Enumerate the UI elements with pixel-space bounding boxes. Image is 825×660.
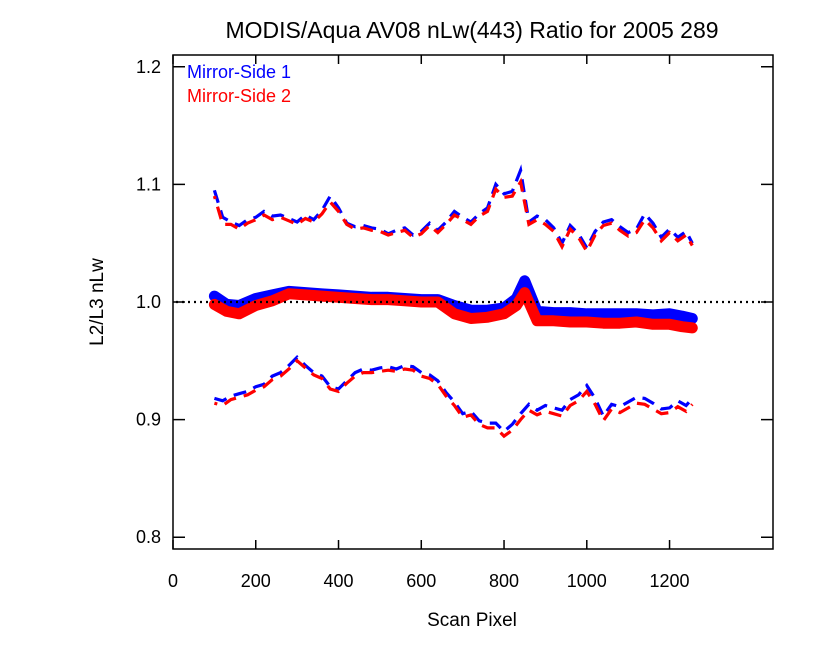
chart-title: MODIS/Aqua AV08 nLw(443) Ratio for 2005 … <box>225 17 718 43</box>
series-mirror-side-2 <box>208 177 698 439</box>
y-axis-label: L2/L3 nLw <box>87 258 108 346</box>
x-tick-label-1200: 1200 <box>650 571 690 591</box>
y-tick-label-1-2: 1.2 <box>136 57 161 77</box>
series-mirror-side-1-lower-line <box>213 355 694 434</box>
x-tick-label-200: 200 <box>241 571 271 591</box>
y-axis-tick-labels: 0.8 0.9 1.0 1.1 1.2 <box>136 57 161 547</box>
y-tick-label-1-1: 1.1 <box>136 174 161 194</box>
x-tick-label-600: 600 <box>406 571 436 591</box>
x-axis-label: Scan Pixel <box>427 610 517 631</box>
y-tick-label-1: 1.0 <box>136 292 161 312</box>
legend-entry-mirror-side-2: Mirror-Side 2 <box>187 86 291 106</box>
y-tick-label-0-8: 0.8 <box>136 527 161 547</box>
x-axis-tick-labels: 0 200 400 600 800 1000 1200 <box>168 571 690 591</box>
x-tick-label-0: 0 <box>168 571 178 591</box>
plot-area <box>172 54 774 550</box>
legend-entry-mirror-side-1: Mirror-Side 1 <box>187 62 291 82</box>
series-mirror-side-1-upper-line <box>212 164 694 252</box>
series-layer <box>208 164 698 439</box>
x-axis-ticks <box>172 55 671 549</box>
x-tick-label-800: 800 <box>489 571 519 591</box>
x-tick-label-400: 400 <box>323 571 353 591</box>
series-mirror-side-2-mean-line <box>208 287 698 334</box>
series-mirror-side-2-lower-line <box>213 358 694 439</box>
series-mirror-side-2-upper-line <box>212 177 694 255</box>
y-tick-label-0-9: 0.9 <box>136 410 161 430</box>
y-axis-ticks <box>173 66 773 538</box>
legend: Mirror-Side 1 Mirror-Side 2 <box>187 62 291 106</box>
x-tick-label-1000: 1000 <box>567 571 607 591</box>
